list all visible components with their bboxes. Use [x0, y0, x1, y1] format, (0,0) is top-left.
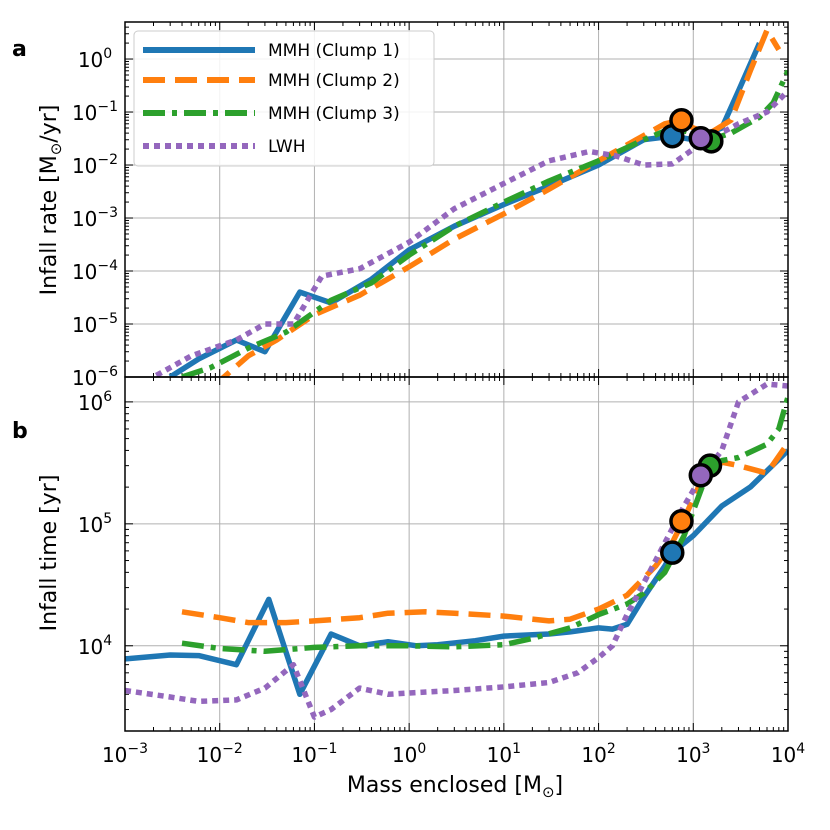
legend: MMH (Clump 1) MMH (Clump 2) MMH (Clump 3…: [133, 30, 435, 167]
series-group: [125, 381, 788, 720]
marker-point-2: [669, 508, 694, 534]
series-line-2: [219, 27, 782, 377]
y-tick-label: 106: [78, 389, 112, 415]
marker-point-3: [688, 126, 714, 151]
legend-label-lwh: LWH: [268, 137, 306, 157]
x-tick-label: 103: [676, 741, 710, 767]
y-tick-labels: 104 105 106: [78, 389, 112, 659]
x-tick-label: 10−1: [291, 741, 337, 767]
panel-b: 104 105 106 10−3 10−2 10−1 100 101 102 103 104: [78, 376, 805, 767]
panel-b-xlabel: Mass enclosed [M⊙]: [347, 773, 563, 801]
panel-a: 10−6 10−5 10−4 10−3 10−2 10−1 100: [72, 21, 789, 390]
y-tick-label: 10−1: [72, 99, 118, 125]
x-tick-label: 102: [581, 741, 615, 767]
x-tick-label: 104: [771, 741, 805, 767]
axes-frame: [124, 376, 789, 732]
markers: [660, 453, 723, 565]
series-line-3: [181, 396, 788, 655]
ticks: [124, 377, 789, 732]
panel-a-ylabel: Infall rate [M⊙/yr]: [37, 105, 65, 296]
panel-a-letter: a: [12, 37, 27, 62]
legend-label-clump2: MMH (Clump 2): [268, 71, 400, 91]
series-line-4: [125, 381, 788, 720]
grid: [124, 377, 789, 731]
x-tick-labels: 10−3 10−2 10−1 100 101 102 103 104: [102, 741, 805, 767]
panel-b-ylabel: Infall time [yr]: [37, 475, 62, 632]
series-line-2: [181, 441, 788, 626]
marker-point-4: [688, 463, 714, 488]
y-tick-label: 10−6: [72, 364, 118, 390]
y-tick-label: 10−2: [72, 152, 118, 178]
legend-label-clump1: MMH (Clump 1): [268, 41, 400, 61]
x-tick-label: 101: [487, 741, 521, 767]
marker-point-4: [669, 107, 694, 133]
y-tick-label: 105: [78, 511, 112, 537]
y-tick-label: 104: [78, 633, 112, 659]
marker-point-1: [660, 540, 685, 565]
series-line-1: [125, 448, 788, 698]
y-tick-labels: 10−6 10−5 10−4 10−3 10−2 10−1 100: [72, 46, 118, 390]
y-tick-label: 10−3: [72, 205, 118, 231]
y-tick-label: 10−5: [72, 311, 118, 337]
y-tick-label: 10−4: [72, 258, 118, 284]
x-tick-label: 10−3: [102, 741, 148, 767]
legend-label-clump3: MMH (Clump 3): [268, 104, 400, 124]
panel-b-letter: b: [12, 419, 28, 444]
y-tick-label: 100: [78, 46, 112, 72]
legend-frame: [133, 30, 435, 167]
x-tick-label: 100: [392, 741, 426, 767]
x-tick-label: 10−2: [197, 741, 243, 767]
markers: [660, 107, 724, 154]
series-line-3: [181, 69, 788, 377]
